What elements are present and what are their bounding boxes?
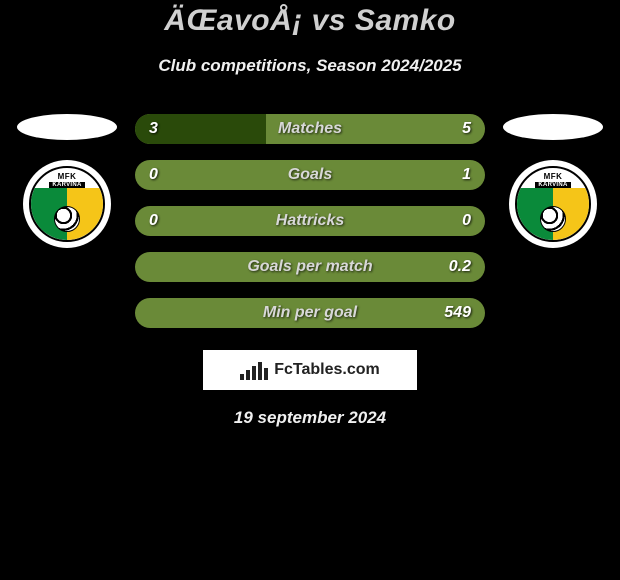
soccer-ball-icon: [540, 206, 566, 232]
right-ellipse: [503, 114, 603, 140]
stat-value-right: 1: [462, 166, 471, 184]
stat-bar-goals: 0 Goals 1: [135, 160, 485, 190]
right-side-col: MFK KARVINÁ: [503, 114, 603, 248]
bar-chart-icon: [240, 360, 268, 380]
page-title: ÄŒavoÅ¡ vs Samko: [0, 4, 620, 38]
stats-column: 3 Matches 5 0 Goals 1 0 Hattricks 0 Goals per mat…: [135, 114, 485, 328]
badge-inner: MFK KARVINÁ: [29, 166, 105, 242]
soccer-ball-icon: [54, 206, 80, 232]
fctables-attribution[interactable]: FcTables.com: [203, 350, 417, 390]
main-row: MFK KARVINÁ 3 Matches 5 0 Goals 1 0 Hattricks 0 G…: [0, 114, 620, 328]
left-ellipse: [17, 114, 117, 140]
badge-top-text: MFK: [544, 172, 563, 181]
badge-top-text: MFK: [58, 172, 77, 181]
stat-value-left: 3: [149, 120, 158, 138]
stat-bar-min-per-goal: Min per goal 549: [135, 298, 485, 328]
stat-label: Hattricks: [276, 212, 344, 230]
stat-bar-matches: 3 Matches 5: [135, 114, 485, 144]
fctables-text: FcTables.com: [274, 361, 380, 379]
stat-value-right: 0: [462, 212, 471, 230]
subtitle: Club competitions, Season 2024/2025: [0, 56, 620, 76]
stat-value-right: 0.2: [449, 258, 471, 276]
stat-value-right: 5: [462, 120, 471, 138]
stat-label: Matches: [278, 120, 342, 138]
player2-name: Samko: [355, 4, 456, 37]
stat-label: Min per goal: [263, 304, 357, 322]
stat-value-right: 549: [444, 304, 471, 322]
right-club-badge: MFK KARVINÁ: [509, 160, 597, 248]
stat-label: Goals: [288, 166, 332, 184]
date-text: 19 september 2024: [0, 408, 620, 428]
left-club-badge: MFK KARVINÁ: [23, 160, 111, 248]
vs-text: vs: [312, 4, 346, 37]
left-side-col: MFK KARVINÁ: [17, 114, 117, 248]
stat-bar-hattricks: 0 Hattricks 0: [135, 206, 485, 236]
comparison-widget: ÄŒavoÅ¡ vs Samko Club competitions, Seas…: [0, 0, 620, 428]
stat-bar-goals-per-match: Goals per match 0.2: [135, 252, 485, 282]
stat-label: Goals per match: [247, 258, 372, 276]
stat-value-left: 0: [149, 166, 158, 184]
stat-value-left: 0: [149, 212, 158, 230]
player1-name: ÄŒavoÅ¡: [164, 4, 303, 37]
badge-inner: MFK KARVINÁ: [515, 166, 591, 242]
